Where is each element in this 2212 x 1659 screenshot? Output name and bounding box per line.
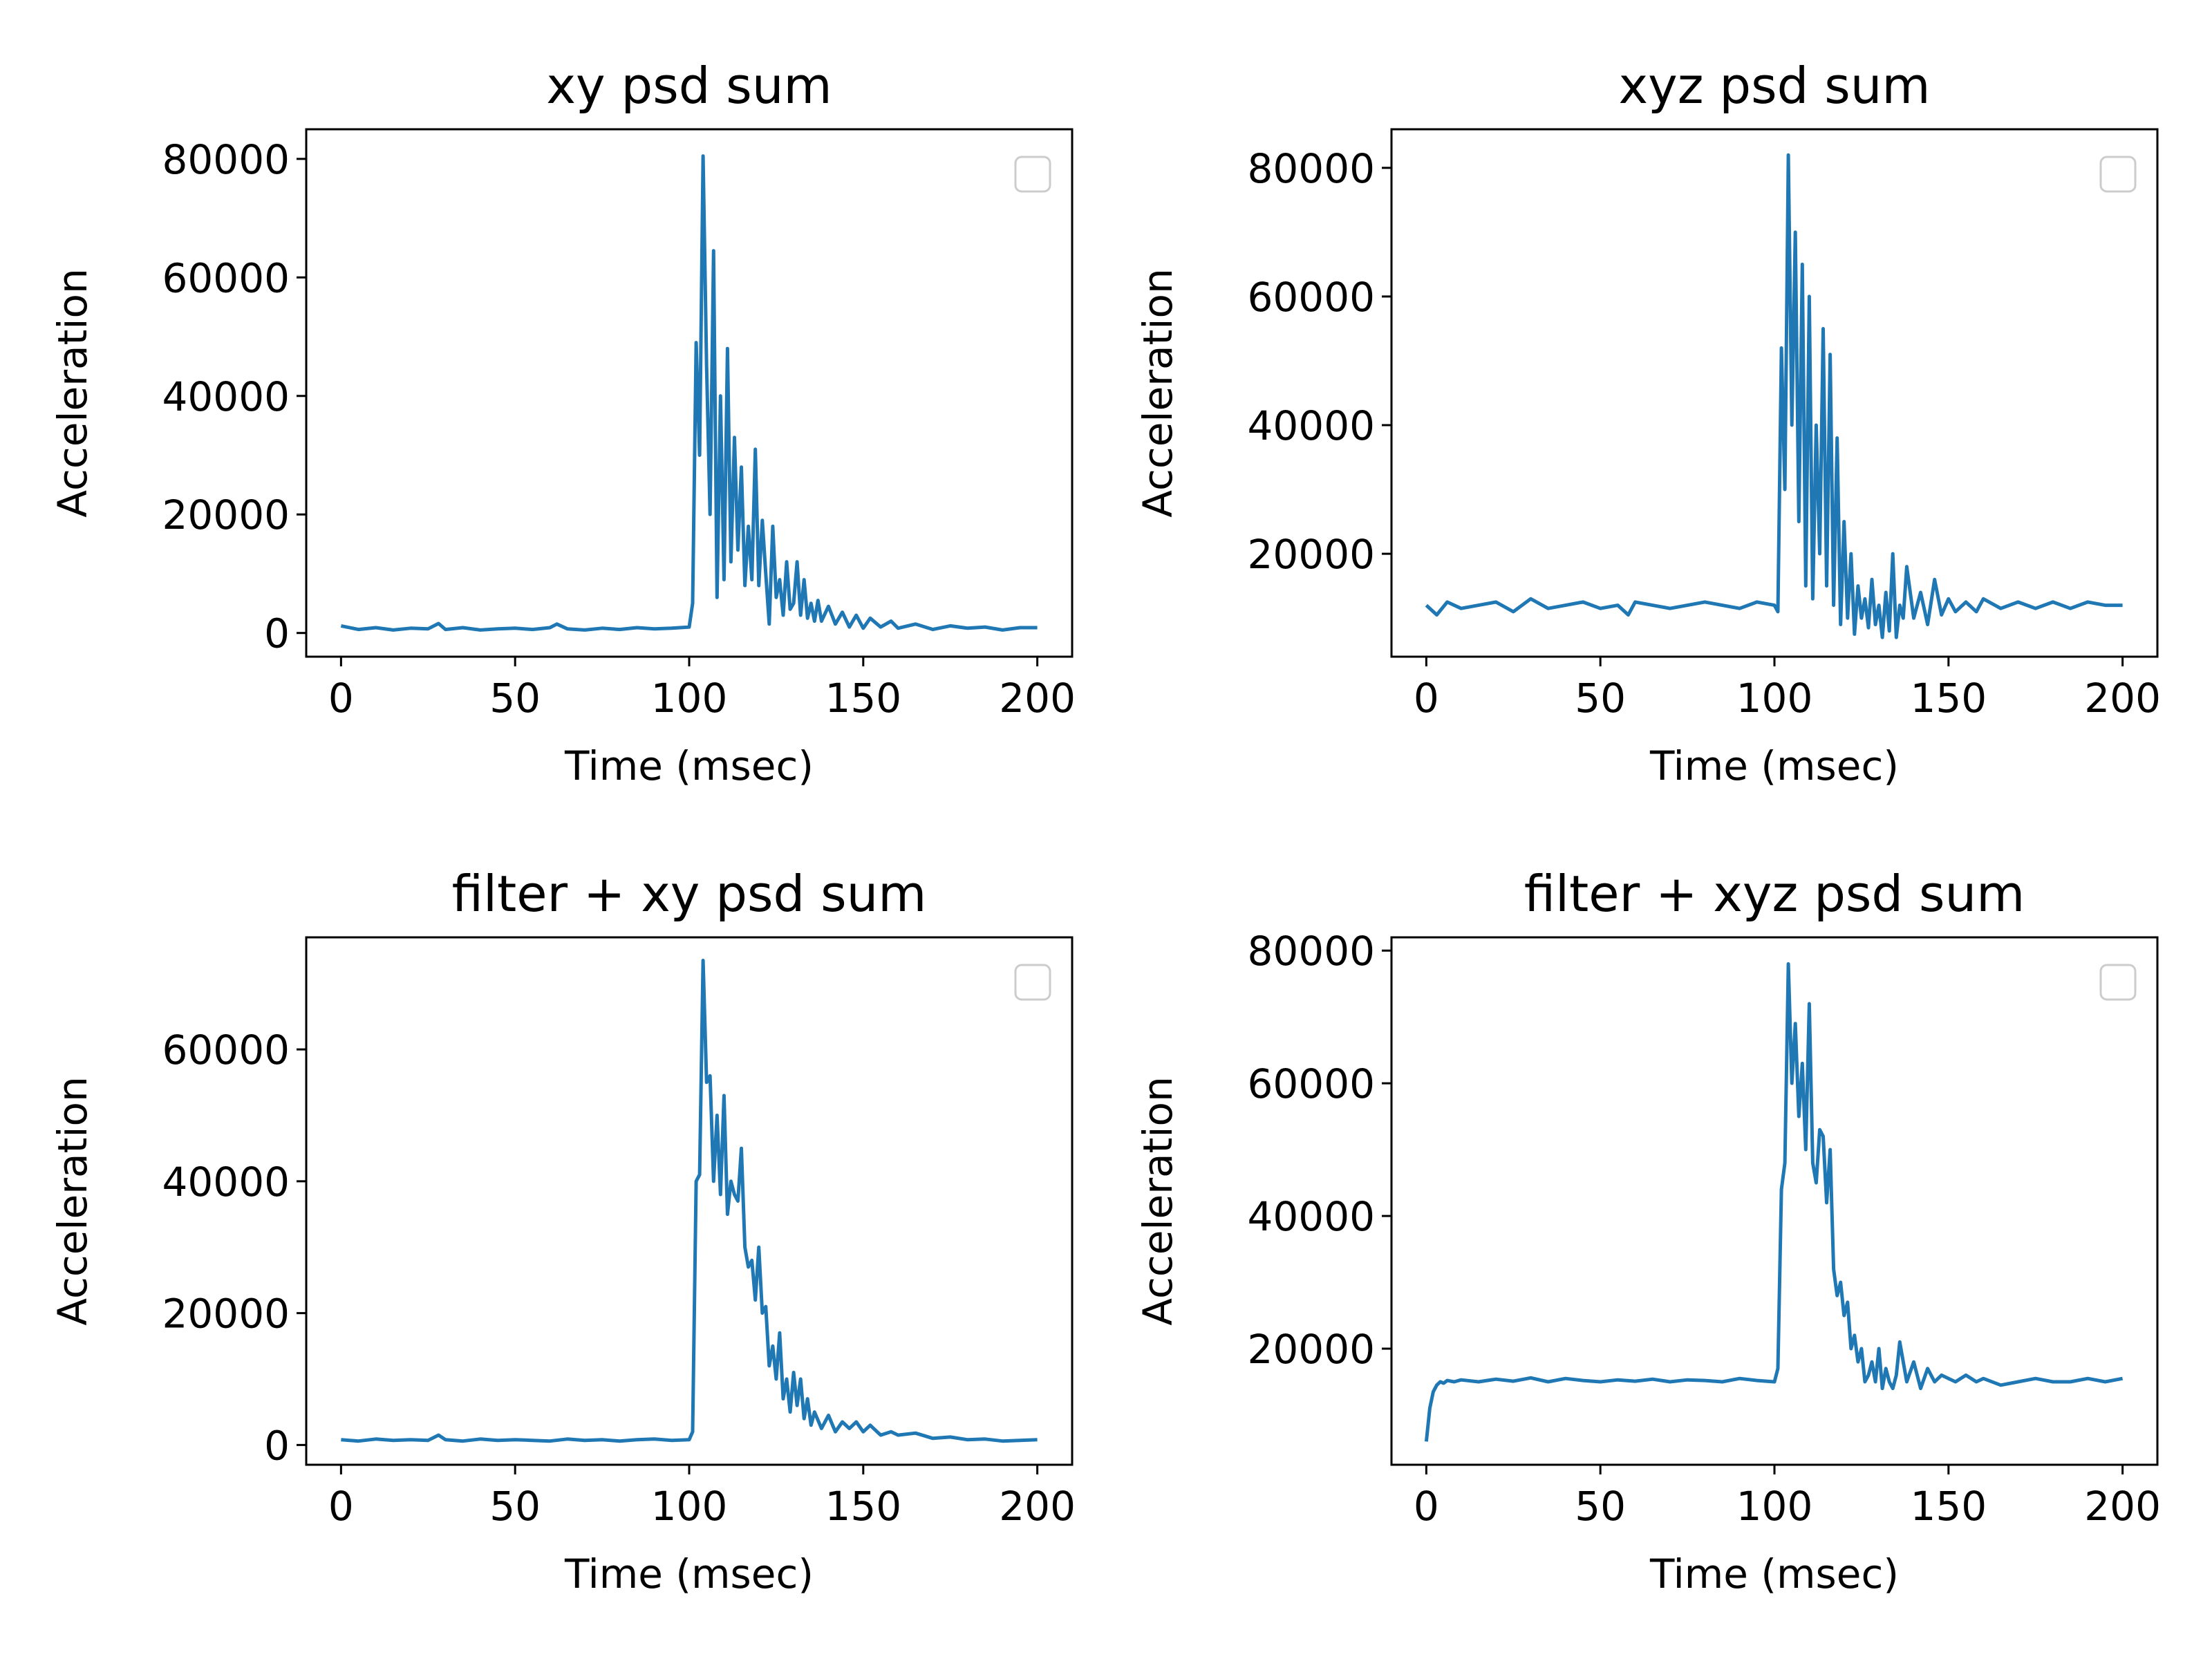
y-tick-label: 60000 [162, 254, 290, 301]
y-tick-label: 60000 [1247, 1060, 1375, 1107]
y-tick-label: 80000 [1247, 145, 1375, 192]
y-tick-label: 0 [264, 610, 290, 657]
series-line [1424, 962, 2124, 1442]
y-tick-label: 40000 [1247, 402, 1375, 449]
x-tick-label: 200 [2084, 1483, 2161, 1530]
x-tick-label: 100 [1736, 675, 1813, 722]
series-line [1425, 153, 2123, 639]
x-tick-label: 200 [999, 675, 1076, 722]
x-tick-label: 0 [328, 675, 354, 722]
x-tick-label: 0 [328, 1483, 354, 1530]
chart-title: xyz psd sum [1619, 57, 1931, 115]
subplot-1: xy psd sum 0 50 100 150 200 0 20000 40000 60000 80… [49, 57, 1076, 789]
chart-title: filter + xy psd sum [452, 865, 927, 923]
x-tick-label: 150 [825, 675, 901, 722]
x-axis-label: Time (msec) [1649, 742, 1899, 789]
y-tick-label: 20000 [1247, 1326, 1375, 1373]
x-axis-label: Time (msec) [564, 1550, 814, 1597]
x-tick-label: 200 [999, 1483, 1076, 1530]
y-tick-label: 60000 [162, 1027, 290, 1074]
x-tick-label: 100 [1736, 1483, 1813, 1530]
x-tick-label: 100 [651, 675, 728, 722]
y-axis-label: Acceleration [1134, 268, 1181, 517]
series-line [340, 154, 1038, 632]
y-tick-label: 20000 [1247, 531, 1375, 578]
y-tick-label: 40000 [1247, 1193, 1375, 1240]
y-axis-label: Acceleration [1134, 1076, 1181, 1325]
y-axis-label: Acceleration [49, 268, 96, 517]
x-tick-label: 150 [1910, 675, 1987, 722]
y-axis-label: Acceleration [49, 1076, 96, 1325]
series-line [341, 958, 1038, 1443]
x-axis-label: Time (msec) [1649, 1550, 1899, 1597]
y-tick-label: 40000 [162, 1159, 290, 1206]
legend-box [2099, 964, 2137, 1001]
subplot-4: filter + xyz psd sum 0 50 100 150 200 20000 400… [1134, 865, 2161, 1597]
subplot-3: filter + xy psd sum 0 50 100 150 200 0 20000 400… [49, 865, 1076, 1597]
x-tick-label: 100 [651, 1483, 728, 1530]
x-tick-label: 150 [1910, 1483, 1987, 1530]
y-tick-label: 0 [264, 1422, 290, 1469]
x-tick-label: 50 [1575, 1483, 1626, 1530]
y-tick-label: 60000 [1247, 274, 1375, 321]
chart-title: filter + xyz psd sum [1524, 865, 2025, 923]
x-tick-label: 50 [1575, 675, 1626, 722]
x-tick-label: 50 [489, 675, 541, 722]
legend-box [1014, 156, 1051, 193]
subplot-2: xyz psd sum 0 50 100 150 200 20000 40000 60000 80… [1134, 57, 2161, 789]
x-tick-label: 50 [489, 1483, 541, 1530]
legend-box [1014, 964, 1051, 1001]
x-tick-label: 150 [825, 1483, 901, 1530]
y-tick-label: 80000 [162, 136, 290, 183]
chart-title: xy psd sum [546, 57, 832, 115]
y-tick-label: 40000 [162, 373, 290, 420]
x-tick-label: 0 [1414, 675, 1439, 722]
y-tick-label: 20000 [162, 491, 290, 538]
legend-box [2099, 156, 2137, 193]
x-tick-label: 200 [2084, 675, 2161, 722]
x-tick-label: 0 [1414, 1483, 1439, 1530]
y-tick-label: 20000 [162, 1291, 290, 1338]
x-axis-label: Time (msec) [564, 742, 814, 789]
y-tick-label: 80000 [1247, 928, 1375, 975]
